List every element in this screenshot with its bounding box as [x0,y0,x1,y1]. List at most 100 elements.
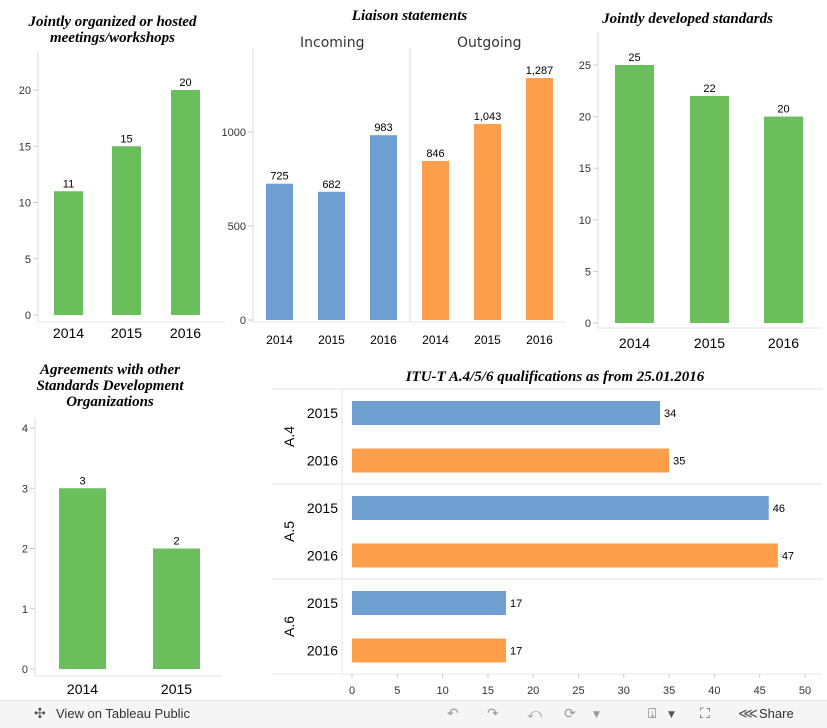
y-tick-label: 4 [22,423,28,435]
bar-2015 [474,123,501,320]
bar-2016 [764,116,803,323]
panel-incoming: Incoming [300,35,365,51]
bar-2015 [112,146,141,315]
data-label: 725 [270,171,288,183]
data-label: 46 [773,503,785,515]
share-button[interactable]: Share [759,706,794,721]
bar-A.6-2015 [352,591,507,615]
y-tick-label: 5 [585,266,591,278]
x-tick-label: 10 [436,685,448,697]
download-icon[interactable]: ⍗ [648,706,657,722]
bar-2014 [615,65,654,323]
chart-title-liaison: Liaison statements [351,8,468,24]
x-tick-label: 45 [754,685,766,697]
bar-2015 [690,95,729,324]
tableau-logo-icon: ✣ [34,706,46,722]
x-tick-label: 2014 [53,325,84,341]
group-label: A.6 [281,616,297,637]
x-tick-label: 2016 [526,333,553,347]
y-tick-label: 20 [579,112,591,124]
y-tick-label: 20 [19,85,31,97]
data-label: 47 [782,551,794,563]
data-label: 34 [664,408,676,420]
data-label: 35 [673,456,685,468]
x-tick-label: 2016 [370,333,397,347]
data-label: 682 [322,179,340,191]
x-tick-label: 35 [663,685,675,697]
row-label: 2016 [307,643,338,659]
x-tick-label: 2016 [170,325,201,341]
dashboard-charts: 0510152011201415201520201605001000725201… [19,32,822,697]
bar-A.4-2016 [352,448,670,473]
tableau-toolbar: ✣ View on Tableau Public ↶ ↷ ⤺ ⟳ ▼ ⍗ ▼ ⛶… [0,700,827,728]
chart-title-qualifications: ITU-T A.4/5/6 qualifications as from 25.… [405,369,705,385]
refresh-dropdown-icon[interactable]: ▼ [593,710,600,720]
row-label: 2015 [307,500,338,516]
data-label: 20 [179,77,191,89]
chart-title-standards: Jointly developed standards [602,11,773,27]
x-tick-label: 2015 [318,333,345,347]
chart-title-agreements: Agreements with other Standards Developm… [36,362,184,410]
data-label: 20 [777,104,789,116]
data-label: 17 [510,598,522,610]
y-tick-label: 0 [240,315,246,327]
y-tick-label: 0 [25,310,31,322]
y-tick-label: 500 [228,221,246,233]
data-label: 3 [79,475,85,487]
bar-A.6-2016 [352,638,507,663]
row-label: 2016 [307,453,338,469]
x-tick-label: 20 [527,685,539,697]
bar-2016 [370,135,397,320]
bar-2014 [54,191,83,315]
y-tick-label: 15 [19,141,31,153]
x-tick-label: 2014 [422,333,449,347]
bar-2014 [59,488,106,669]
x-tick-label: 2015 [111,325,142,341]
x-tick-label: 15 [482,685,494,697]
x-tick-label: 2015 [161,681,192,697]
y-tick-label: 2 [22,544,28,556]
revert-icon[interactable]: ⤺ [527,706,542,722]
data-label: 1,043 [474,111,502,123]
redo-icon[interactable]: ↷ [487,706,499,722]
undo-icon[interactable]: ↶ [447,706,459,722]
x-tick-label: 5 [394,685,400,697]
x-tick-label: 2015 [474,333,501,347]
y-tick-label: 3 [22,483,28,495]
data-label: 1,287 [526,65,554,77]
bar-A.4-2015 [352,401,661,425]
y-tick-label: 15 [579,163,591,175]
data-label: 983 [374,122,392,134]
x-tick-label: 2014 [619,335,650,351]
x-tick-label: 2015 [694,335,725,351]
panel-outgoing: Outgoing [457,35,522,51]
share-icon[interactable]: ⋘ [738,706,758,722]
bar-2014 [266,183,293,320]
download-dropdown-icon[interactable]: ▼ [668,710,675,720]
data-label: 17 [510,646,522,658]
data-label: 11 [63,178,74,190]
data-label: 22 [703,83,715,95]
bar-2014 [422,160,449,320]
x-tick-label: 50 [799,685,811,697]
view-on-tableau-link[interactable]: View on Tableau Public [56,706,190,721]
y-tick-label: 0 [585,318,591,330]
bar-2015 [318,191,345,320]
bar-2015 [153,548,200,669]
y-tick-label: 0 [22,664,28,676]
group-label: A.4 [281,426,297,447]
x-tick-label: 2014 [67,681,98,697]
data-label: 25 [628,52,640,64]
x-tick-label: 0 [349,685,355,697]
x-tick-label: 2014 [266,333,293,347]
fullscreen-icon[interactable]: ⛶ [700,706,710,722]
y-tick-label: 5 [25,254,31,266]
y-tick-label: 1 [22,604,28,616]
data-label: 846 [426,148,444,160]
group-label: A.5 [281,521,297,542]
x-tick-label: 2016 [768,335,799,351]
x-tick-label: 25 [572,685,584,697]
data-label: 2 [173,536,179,548]
row-label: 2015 [307,405,338,421]
refresh-icon[interactable]: ⟳ [564,706,576,722]
